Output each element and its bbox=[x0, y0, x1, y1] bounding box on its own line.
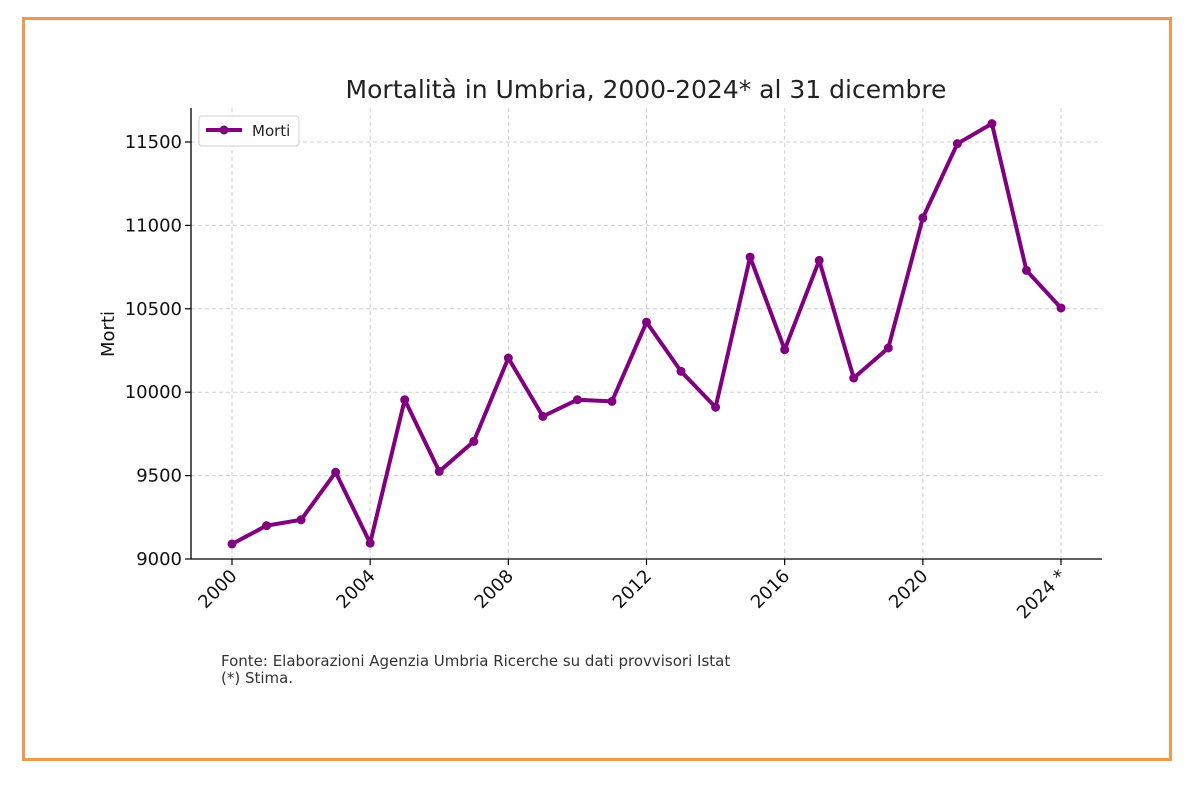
data-point bbox=[331, 467, 341, 477]
data-point bbox=[952, 139, 962, 149]
data-point bbox=[607, 396, 617, 406]
x-tick-label: 2016 bbox=[747, 566, 794, 613]
data-point bbox=[745, 252, 755, 262]
x-tick-label: 2012 bbox=[609, 566, 656, 613]
x-tick-label: 2000 bbox=[194, 566, 241, 613]
data-point bbox=[642, 317, 651, 327]
data-point bbox=[227, 539, 237, 549]
data-point bbox=[883, 343, 893, 353]
y-tick-label: 9500 bbox=[136, 466, 182, 487]
y-tick-label: 11000 bbox=[125, 215, 182, 236]
data-point bbox=[676, 366, 686, 376]
data-point bbox=[1056, 303, 1066, 313]
chart-title: Mortalità in Umbria, 2000-2024* al 31 di… bbox=[346, 75, 947, 104]
y-axis-label: Morti bbox=[98, 311, 119, 357]
source-note: Fonte: Elaborazioni Agenzia Umbria Ricer… bbox=[221, 652, 731, 670]
y-tick-label: 11500 bbox=[125, 132, 182, 153]
x-tick-label: 2004 bbox=[332, 566, 379, 613]
data-point bbox=[1021, 265, 1031, 275]
estimate-note: (*) Stima. bbox=[221, 669, 294, 687]
data-point bbox=[503, 353, 513, 363]
legend-marker bbox=[219, 125, 229, 135]
data-point bbox=[918, 213, 928, 223]
data-point bbox=[469, 436, 479, 446]
data-point bbox=[572, 395, 582, 405]
x-tick-label: 2008 bbox=[471, 566, 518, 613]
data-point bbox=[987, 119, 997, 129]
data-point bbox=[814, 255, 824, 265]
y-tick-label: 10000 bbox=[125, 382, 182, 403]
data-point bbox=[400, 395, 410, 405]
data-point bbox=[262, 521, 272, 531]
data-point bbox=[365, 538, 375, 548]
data-point bbox=[296, 515, 306, 525]
data-point bbox=[434, 466, 444, 476]
legend: Morti bbox=[198, 115, 300, 147]
y-tick-label: 9000 bbox=[136, 549, 182, 570]
legend-box bbox=[198, 115, 300, 147]
grid bbox=[191, 108, 1102, 560]
data-point bbox=[849, 373, 859, 383]
data-point bbox=[711, 402, 721, 412]
plot-area bbox=[227, 119, 1066, 549]
y-tick-label: 10500 bbox=[125, 299, 182, 320]
data-point bbox=[780, 345, 790, 355]
x-tick-label: 2020 bbox=[885, 566, 932, 613]
legend-label: Morti bbox=[252, 122, 290, 140]
chart-notes: Fonte: Elaborazioni Agenzia Umbria Ricer… bbox=[221, 653, 730, 687]
x-tick-label: 2024 * bbox=[1013, 566, 1071, 624]
data-point bbox=[538, 411, 548, 421]
